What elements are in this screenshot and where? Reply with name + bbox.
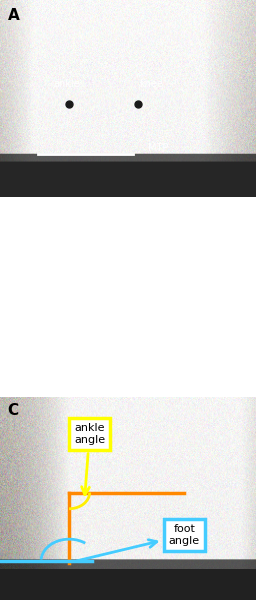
Ellipse shape — [72, 278, 102, 306]
Ellipse shape — [147, 261, 185, 296]
Text: foot
angle: foot angle — [77, 524, 200, 561]
Text: knee: knee — [139, 79, 163, 89]
Text: ankle: ankle — [53, 79, 80, 89]
Ellipse shape — [71, 234, 109, 269]
Text: MTP: MTP — [148, 143, 169, 152]
Ellipse shape — [76, 281, 98, 302]
Text: B: B — [8, 210, 19, 225]
Ellipse shape — [155, 268, 177, 289]
Text: ankle
angle: ankle angle — [74, 423, 105, 495]
Ellipse shape — [79, 241, 101, 262]
Ellipse shape — [74, 238, 105, 266]
Ellipse shape — [68, 274, 106, 310]
Ellipse shape — [151, 265, 182, 292]
Text: C: C — [8, 403, 19, 418]
Text: A: A — [8, 8, 19, 23]
